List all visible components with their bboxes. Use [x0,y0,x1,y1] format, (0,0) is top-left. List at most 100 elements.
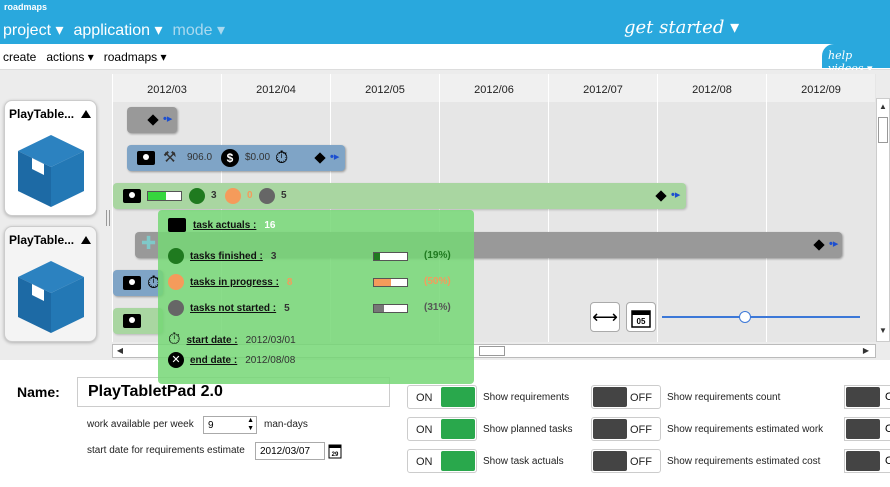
green-bar-in-progress: 0 [247,190,253,201]
month-column: 2012/07 [548,74,657,342]
get-started-menu[interactable]: get started ▾ [624,17,740,38]
arrow-icon: •▸ [671,189,681,201]
collapse-icon[interactable] [81,110,91,118]
finished-value: 3 [270,250,277,262]
product-card[interactable]: PlayTable... [4,226,97,342]
green-bar-finished: 3 [211,190,217,201]
arrow-icon: •▸ [330,151,340,163]
milestone-icon [813,239,825,251]
toggle-show-requirements[interactable]: ON [407,385,477,409]
toggle-label: Show requirements estimated cost [667,456,821,467]
finished-progress [373,252,408,261]
camera-icon [137,151,155,165]
scroll-up-icon[interactable]: ▲ [879,102,887,111]
toggle-label: Show task actuals [483,456,564,467]
calendar-button[interactable]: 05 [626,302,656,332]
toggle-show-planned-tasks[interactable]: ON [407,417,477,441]
work-value: 9 [208,420,214,431]
toggle-partial[interactable]: O [844,385,890,409]
collapse-icon[interactable] [81,236,91,244]
fit-width-button[interactable]: ⟷ [590,302,620,332]
stepper-icon[interactable]: ▲ ▼ [247,417,254,432]
toggle-show-task-actuals[interactable]: ON [407,449,477,473]
toggle-label: Show planned tasks [483,424,573,435]
notstarted-progress [373,304,408,313]
toggle-label: Show requirements [483,392,570,403]
dollar-icon: $ [221,149,239,167]
month-label: 2012/05 [331,74,439,102]
menu-roadmaps[interactable]: roadmaps ▾ [103,50,167,64]
toggle-partial[interactable]: O [844,417,890,441]
notstarted-label: tasks not started : [190,302,277,314]
blue-bar-cost: $0.00 [245,152,271,163]
zoom-slider-track[interactable] [662,316,860,318]
milestone-icon [655,190,667,202]
toggle-state: O [885,423,890,435]
toggle-state: O [885,455,890,467]
camera-icon [123,276,141,290]
progress-value: 8 [286,276,293,288]
work-input[interactable]: 9 ▲ ▼ [203,416,257,434]
scroll-right-icon[interactable]: ▶ [862,346,870,355]
sub-menu: create actions ▾ roadmaps ▾ [3,50,176,64]
work-unit: man-days [264,419,308,430]
toggle-partial[interactable]: O [844,449,890,473]
toggle-show-requirements-count[interactable]: OFF [591,385,661,409]
zoom-slider-knob[interactable] [739,311,751,323]
finished-icon [168,248,184,264]
scroll-thumb[interactable] [878,117,888,143]
blue-bar-work: 906.0 [187,152,213,163]
task-actuals-bar[interactable] [113,308,163,334]
not-started-icon [259,188,275,204]
menu-create[interactable]: create [3,50,37,64]
start-value: 2012/03/01 [245,334,296,346]
sub-bar: create actions ▾ roadmaps ▾ help videos … [0,44,890,75]
toggle-state: ON [416,424,433,436]
scroll-left-icon[interactable]: ◀ [116,346,124,355]
roadmap-bar[interactable]: •▸ [127,107,177,133]
toggle-state: OFF [630,424,652,436]
toggle-show-estimated-cost[interactable]: OFF [591,449,661,473]
toggle-label: Show requirements estimated work [667,424,824,435]
splitter-handle[interactable] [106,210,110,226]
finished-label: tasks finished : [190,250,263,262]
task-actuals-bar[interactable]: 3 0 5 •▸ [113,183,686,209]
scroll-down-icon[interactable]: ▼ [879,326,887,335]
scroll-thumb[interactable] [479,346,505,356]
month-label: 2012/06 [440,74,548,102]
vertical-scrollbar[interactable]: ▲ ▼ [876,98,890,342]
notstarted-value: 5 [284,302,290,314]
menu-actions[interactable]: actions ▾ [46,50,94,64]
menu-project[interactable]: project ▾ [3,22,64,39]
puzzle-icon: ✚ [141,233,157,253]
box-icon [18,135,84,207]
product-card[interactable]: PlayTable... [4,100,97,216]
start-label: start date : [186,334,238,346]
arrow-icon: •▸ [829,238,839,250]
camera-icon [123,189,141,203]
menu-application[interactable]: application ▾ [73,22,163,39]
toggle-state: O [885,391,890,403]
progress-mini-bar [147,191,182,201]
in-progress-icon [225,188,241,204]
toggle-label: Show requirements count [667,392,781,403]
box-icon [18,261,84,333]
toggle-show-estimated-work[interactable]: OFF [591,417,661,441]
end-value: 2012/08/08 [245,354,296,366]
roadmap-bar[interactable]: ⏱ [113,270,163,296]
svg-text:05: 05 [637,317,646,326]
roadmap-bar[interactable]: ⚒ 906.0 $ $0.00 ⏱ •▸ [127,145,345,171]
task-actuals-label: task actuals : [193,219,257,231]
task-actuals-value: 16 [264,219,276,231]
start-date-input[interactable]: 2012/03/07 [255,442,325,460]
progress-label: tasks in progress : [190,276,279,288]
camera-icon [123,314,141,328]
menu-mode[interactable]: mode ▾ [172,22,225,39]
notstarted-pct: (31%) [424,302,451,313]
month-label: 2012/03 [113,74,221,102]
toggle-state: OFF [630,392,652,404]
help-videos-button[interactable]: help videos ▾ [822,44,890,75]
date-picker-icon[interactable]: 29 [328,443,342,459]
top-bar: roadmaps project ▾ application ▾ mode ▾ … [0,0,890,44]
toggle-state: ON [416,456,433,468]
